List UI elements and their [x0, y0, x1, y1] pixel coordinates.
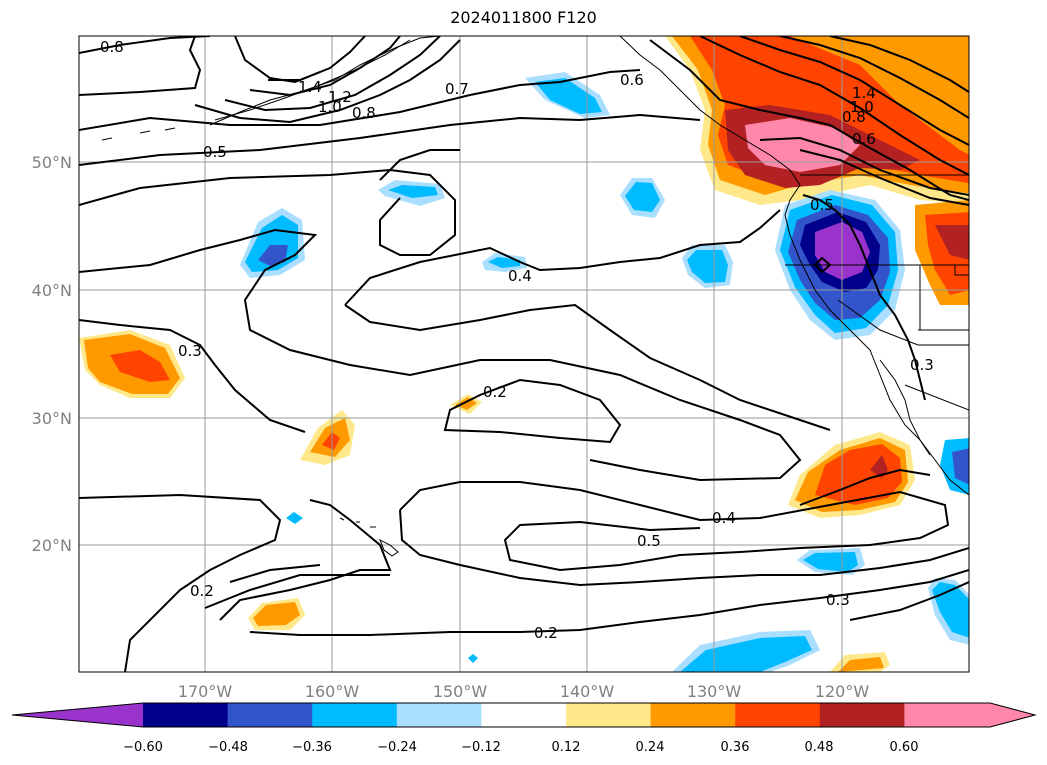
contour-lines	[79, 36, 969, 672]
colorbar-cell	[227, 703, 313, 727]
negative-anomaly-small	[535, 78, 602, 114]
lat-label: 40°N	[32, 281, 72, 300]
colorbar-cell	[12, 703, 143, 727]
contour-label: 0.3	[826, 591, 850, 609]
contour-label: 0.5	[203, 143, 227, 161]
map-title: 2024011800 F120	[450, 8, 597, 27]
contour-label: 0.5	[810, 196, 834, 214]
positive-anomaly-baja	[870, 455, 888, 478]
contour-label: 0.3	[178, 342, 202, 360]
contour-label: 0.6	[620, 71, 644, 89]
map-frame	[78, 35, 970, 673]
colorbar-tick-label: 0.60	[890, 740, 919, 755]
contour-label: 0.8	[352, 104, 376, 122]
contour-label: 1.0	[850, 98, 874, 116]
positive-anomaly-small	[322, 432, 340, 450]
lon-label: 140°W	[560, 682, 615, 701]
negative-anomaly-small	[680, 636, 812, 672]
positive-anomaly-west	[110, 350, 170, 382]
coastlines	[101, 36, 969, 557]
colorbar-tick-label: −0.60	[123, 740, 163, 755]
negative-anomaly-small	[803, 552, 858, 572]
colorbar-outline	[11, 702, 1037, 728]
contour-label: 0.5	[637, 532, 661, 550]
positive-anomaly-small	[253, 602, 300, 626]
lon-label: 130°W	[687, 682, 742, 701]
lon-label: 150°W	[433, 682, 488, 701]
negative-anomaly-small	[468, 654, 478, 663]
colorbar-tick-labels: −0.60 −0.48 −0.36 −0.24 −0.12 0.12 0.24 …	[123, 740, 918, 755]
positive-anomaly-east	[935, 225, 969, 260]
contour-label: 1.4	[298, 78, 322, 96]
contour-label: 0.4	[508, 267, 532, 285]
negative-anomaly-small	[687, 250, 728, 283]
colorbar-tick-label: 0.12	[552, 740, 581, 755]
colorbar-cells	[11, 702, 1037, 728]
negative-anomaly-small	[932, 582, 969, 638]
map-panel: 0.8 1.4 1.2 1.0 0.8 0.7 0.6 0.5 0.4 0.3 …	[79, 36, 969, 672]
contour-label: 0.7	[445, 80, 469, 98]
colorbar-cell	[481, 703, 567, 727]
negative-anomaly-small	[488, 257, 520, 268]
colorbar-cell	[396, 703, 482, 727]
colorbar-tick-label: −0.48	[208, 740, 248, 755]
anomaly-shading	[79, 36, 969, 672]
colorbar: −0.60 −0.48 −0.36 −0.24 −0.12 0.12 0.24 …	[11, 702, 1037, 755]
contour-label: 0.2	[190, 582, 214, 600]
lon-label: 170°W	[178, 682, 233, 701]
contour-label: 0.8	[100, 38, 124, 56]
lon-label: 160°W	[305, 682, 360, 701]
positive-anomaly-small	[838, 657, 884, 672]
colorbar-cell	[819, 703, 905, 727]
lon-label: 120°W	[815, 682, 870, 701]
colorbar-cell	[312, 703, 398, 727]
lat-label: 20°N	[32, 536, 72, 555]
contour-label: 0.3	[910, 356, 934, 374]
colorbar-tick-label: −0.36	[292, 740, 332, 755]
colorbar-cell	[566, 703, 652, 727]
colorbar-tick-label: 0.24	[636, 740, 665, 755]
colorbar-tick-label: −0.12	[461, 740, 501, 755]
contour-label: 0.4	[712, 509, 736, 527]
negative-anomaly-small	[625, 182, 660, 212]
colorbar-tick-label: 0.36	[721, 740, 750, 755]
contour-label: 0.8	[842, 108, 866, 126]
colorbar-cell	[143, 703, 229, 727]
longitude-labels: 170°W 160°W 150°W 140°W 130°W 120°W	[178, 682, 870, 701]
latitude-labels: 50°N 40°N 30°N 20°N	[32, 153, 72, 555]
negative-anomaly-mexico	[952, 448, 969, 485]
negative-anomaly-small	[388, 185, 438, 198]
contour-label: 1.2	[328, 88, 352, 106]
lat-label: 30°N	[32, 409, 72, 428]
negative-anomaly-small	[258, 245, 288, 266]
lat-label: 50°N	[32, 153, 72, 172]
colorbar-cell	[735, 703, 821, 727]
contour-label: 0.6	[852, 130, 876, 148]
contour-label: 0.2	[483, 383, 507, 401]
colorbar-tick-label: 0.48	[805, 740, 834, 755]
colorbar-tick-label: −0.24	[377, 740, 417, 755]
contour-label: 1.4	[852, 84, 876, 102]
contour-label: 1.0	[318, 98, 342, 116]
colorbar-cell	[650, 703, 736, 727]
negative-anomaly-small	[286, 512, 303, 524]
colorbar-cell	[904, 703, 1035, 727]
contour-label-group: 0.8 1.4 1.2 1.0 0.8 0.7 0.6 0.5 0.4 0.3 …	[100, 38, 934, 642]
contour-label: 0.2	[534, 624, 558, 642]
